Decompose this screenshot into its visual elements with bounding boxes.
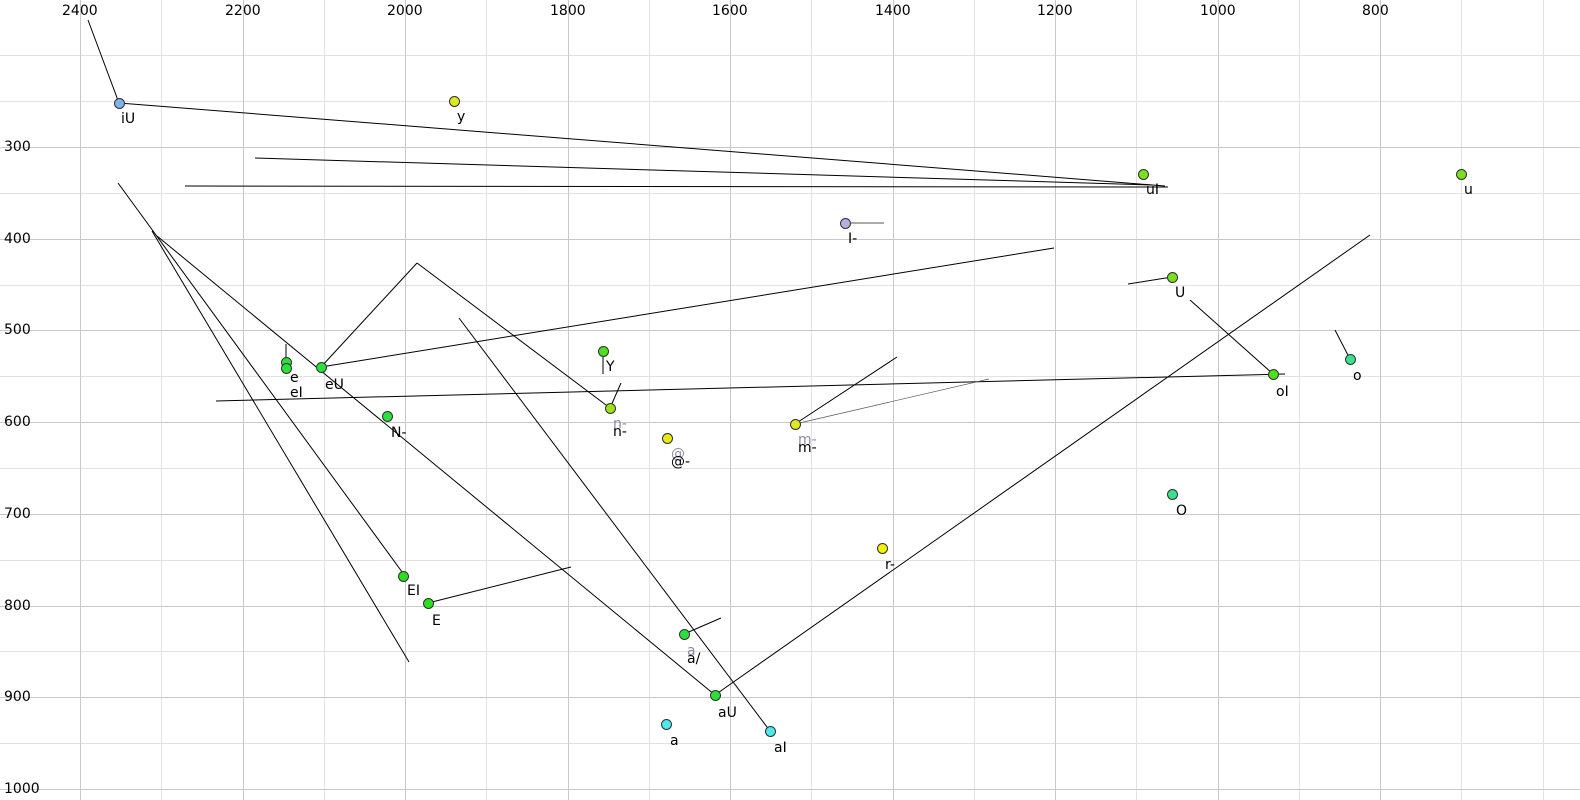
trajectory-fan-b — [151, 230, 410, 663]
data-point-label-a: a — [670, 733, 679, 749]
x-tick-label: 800 — [1362, 3, 1389, 19]
data-point-uI[interactable] — [1138, 169, 1149, 180]
data-point-O[interactable] — [1167, 489, 1178, 500]
data-point-aU[interactable] — [710, 690, 721, 701]
data-point-label-E: E — [432, 613, 441, 629]
data-point-aI[interactable] — [765, 726, 776, 737]
data-point-label-r-: r- — [885, 557, 895, 573]
data-point-oI[interactable] — [1268, 369, 1279, 380]
y-tick-label: 800 — [4, 598, 31, 614]
point-ghost-label: @ — [671, 446, 685, 462]
data-point-label-N-: N- — [391, 425, 407, 441]
data-point-label-I-: I- — [848, 231, 858, 247]
y-tick-label: 500 — [4, 322, 31, 338]
y-tick-label: 300 — [4, 139, 31, 155]
data-point-eU[interactable] — [316, 362, 327, 373]
trajectory-oI-stub — [1189, 299, 1274, 375]
data-point-label-e: e — [290, 370, 299, 386]
data-point-label-iU: iU — [121, 111, 136, 127]
data-point-n-[interactable] — [605, 403, 616, 414]
data-point-y[interactable] — [449, 96, 460, 107]
point-ghost-label: a — [687, 643, 696, 659]
data-point-I-[interactable] — [840, 218, 851, 229]
trajectory-aU-up — [714, 234, 1371, 696]
trajectory-iU-track — [87, 19, 1166, 187]
data-point-label-a/: a/ — [687, 651, 701, 667]
data-point-@-[interactable] — [662, 433, 673, 444]
y-tick-label: 900 — [4, 689, 31, 705]
trajectory-eU-right — [320, 247, 1055, 368]
trajectory-N-line — [215, 373, 1286, 402]
data-point-label-Y: Y — [606, 359, 615, 375]
data-point-label-n-: n- — [613, 424, 627, 440]
trajectory-m-thin — [794, 378, 990, 425]
trajectory-flat-mid — [184, 185, 1169, 188]
data-point-u[interactable] — [1456, 169, 1467, 180]
data-point-a[interactable] — [661, 719, 672, 730]
y-tick-label: 1000 — [4, 781, 40, 797]
data-point-eI[interactable] — [281, 363, 292, 374]
x-tick-label: 1200 — [1037, 3, 1073, 19]
data-point-label-@-: @- — [671, 454, 691, 470]
x-tick-label: 1600 — [712, 3, 748, 19]
trajectory-n-left — [416, 262, 611, 409]
data-point-label-u: u — [1464, 182, 1473, 198]
trajectory-a-stub — [683, 617, 722, 635]
data-point-label-eU: eU — [325, 377, 344, 393]
data-point-label-aI: aI — [774, 740, 787, 756]
data-point-Y[interactable] — [598, 346, 609, 357]
data-point-label-eI: eI — [290, 385, 303, 401]
x-tick-label: 1000 — [1200, 3, 1236, 19]
trajectory-E-line — [427, 566, 572, 604]
trajectory-aI-down — [458, 317, 771, 732]
y-tick-label: 600 — [4, 414, 31, 430]
data-point-label-uI: uI — [1146, 182, 1160, 198]
trajectory-eU-ray — [320, 262, 418, 368]
data-point-U[interactable] — [1167, 272, 1178, 283]
point-ghost-label: n- — [613, 416, 627, 432]
point-ghost-label: m- — [798, 432, 817, 448]
data-point-label-oI: oI — [1276, 384, 1289, 400]
data-point-label-y: y — [457, 109, 466, 125]
x-tick-label: 2200 — [225, 3, 261, 19]
data-point-label-aU: aU — [718, 705, 737, 721]
data-point-label-o: o — [1353, 368, 1362, 384]
data-point-iU[interactable] — [114, 98, 125, 109]
y-tick-label: 700 — [4, 506, 31, 522]
trajectory-long-top — [254, 157, 1153, 186]
x-tick-label: 1800 — [550, 3, 586, 19]
data-point-label-O: O — [1176, 503, 1188, 519]
data-point-o[interactable] — [1345, 354, 1356, 365]
trajectory-U-stub — [1127, 276, 1173, 285]
data-point-label-m-: m- — [798, 440, 817, 456]
x-tick-label: 2400 — [62, 3, 98, 19]
trajectory-m-ray — [794, 356, 898, 425]
data-point-r-[interactable] — [877, 543, 888, 554]
trajectory-fan-c — [156, 235, 716, 696]
trajectory-fan-a — [117, 182, 406, 577]
x-tick-label: 2000 — [387, 3, 423, 19]
data-point-a/[interactable] — [679, 629, 690, 640]
y-tick-label: 400 — [4, 231, 31, 247]
data-point-label-EI: EI — [407, 583, 420, 599]
data-point-EI[interactable] — [398, 571, 409, 582]
x-tick-label: 1400 — [875, 3, 911, 19]
data-point-N-[interactable] — [382, 411, 393, 422]
trajectory-lines — [87, 19, 1371, 732]
data-point-label-U: U — [1175, 285, 1186, 301]
data-point-m-[interactable] — [790, 419, 801, 430]
data-point-E[interactable] — [423, 598, 434, 609]
